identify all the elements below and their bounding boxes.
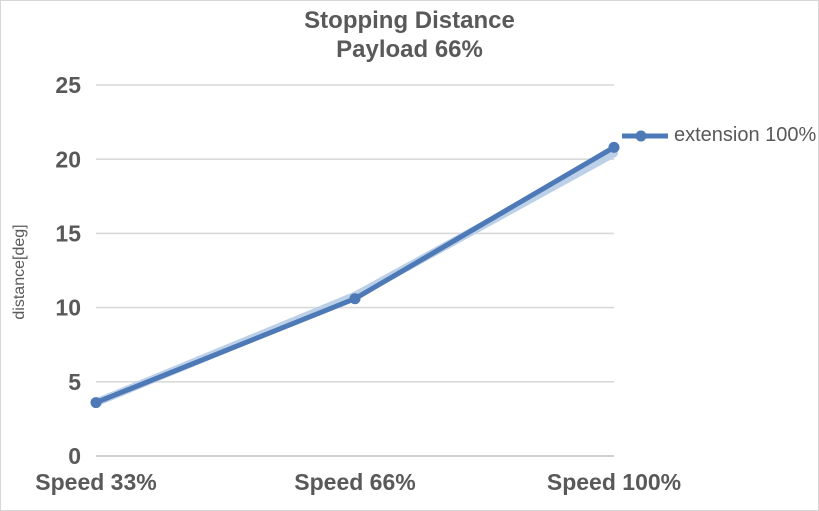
x-axis-label: Speed 100% (547, 469, 681, 495)
legend-series-marker-icon (622, 130, 668, 141)
y-axis-tick-label: 5 (68, 369, 81, 395)
y-axis-tick-label: 25 (55, 72, 81, 98)
y-axis-tick-label: 20 (55, 146, 81, 172)
y-axis-tick-label: 10 (55, 295, 81, 321)
legend: extension 100% (621, 124, 816, 147)
chart-title-line1: Stopping Distance (304, 7, 515, 34)
data-point-marker (608, 141, 620, 153)
data-point-marker (90, 397, 102, 409)
y-axis-tick-label: 0 (68, 443, 81, 469)
legend-label: extension 100% (674, 124, 817, 146)
data-point-marker (349, 293, 361, 305)
x-axis-label: Speed 33% (35, 469, 156, 495)
x-axis-label: Speed 66% (294, 469, 415, 495)
chart-title-line2: Payload 66% (336, 36, 483, 63)
series-line (93, 144, 617, 406)
chart-title: Stopping Distance Payload 66% (1, 6, 818, 64)
y-axis-tick-label: 15 (55, 220, 81, 246)
